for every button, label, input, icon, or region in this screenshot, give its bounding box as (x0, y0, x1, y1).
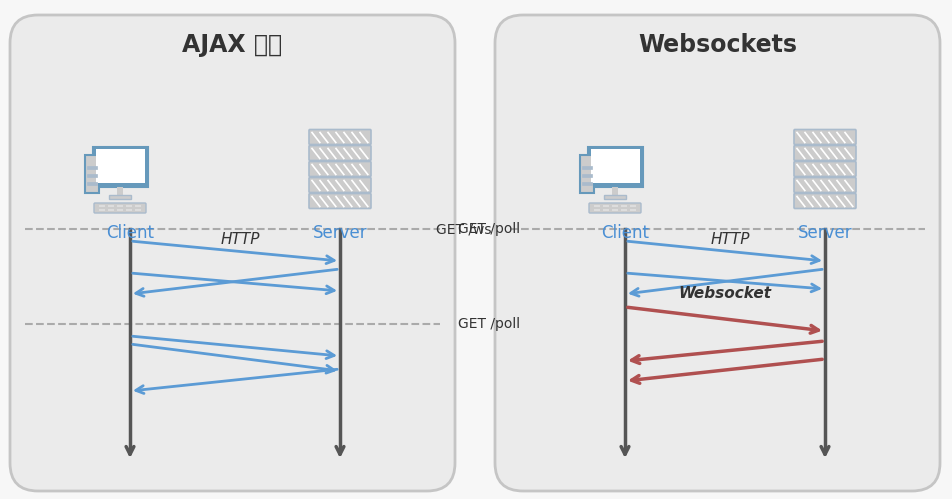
Text: GET /poll: GET /poll (458, 222, 520, 236)
Bar (108, 205, 114, 207)
Text: Client: Client (601, 224, 649, 242)
Bar (630, 205, 636, 207)
Bar (117, 205, 123, 207)
Bar (594, 209, 600, 211)
Bar (594, 205, 600, 207)
FancyBboxPatch shape (794, 178, 856, 193)
Bar (87, 174, 97, 177)
Bar (87, 182, 97, 185)
Bar (99, 205, 105, 207)
FancyBboxPatch shape (309, 194, 371, 209)
Text: AJAX 轮询: AJAX 轮询 (183, 33, 283, 57)
Bar (95, 149, 145, 183)
Bar (99, 209, 105, 211)
FancyBboxPatch shape (495, 15, 940, 491)
FancyBboxPatch shape (309, 146, 371, 161)
FancyBboxPatch shape (309, 130, 371, 145)
Bar (587, 147, 643, 187)
FancyBboxPatch shape (10, 15, 455, 491)
Bar (109, 195, 131, 199)
Bar (92, 147, 148, 187)
Text: Client: Client (106, 224, 154, 242)
Bar (108, 209, 114, 211)
FancyBboxPatch shape (589, 203, 641, 213)
Bar (612, 209, 618, 211)
Bar (603, 209, 609, 211)
Bar (621, 209, 627, 211)
Bar (590, 149, 640, 183)
Text: Server: Server (798, 224, 852, 242)
Text: Websocket: Websocket (679, 286, 771, 301)
Text: Websockets: Websockets (638, 33, 797, 57)
Text: Server: Server (312, 224, 367, 242)
Bar (612, 205, 618, 207)
Text: HTTP: HTTP (710, 232, 750, 247)
Bar (117, 209, 123, 211)
Text: HTTP: HTTP (220, 232, 260, 247)
FancyBboxPatch shape (794, 162, 856, 177)
Bar (87, 166, 97, 169)
Bar (582, 174, 592, 177)
Bar (582, 182, 592, 185)
Text: GET /ws: GET /ws (437, 222, 492, 236)
FancyBboxPatch shape (794, 194, 856, 209)
FancyBboxPatch shape (309, 162, 371, 177)
Bar (126, 209, 132, 211)
Bar (135, 205, 141, 207)
FancyBboxPatch shape (309, 178, 371, 193)
Bar (126, 205, 132, 207)
Bar (582, 166, 592, 169)
Bar (612, 187, 618, 195)
Text: GET /poll: GET /poll (458, 317, 520, 331)
Bar (580, 155, 594, 193)
FancyBboxPatch shape (94, 203, 146, 213)
Bar (630, 209, 636, 211)
Bar (604, 195, 626, 199)
Bar (85, 155, 99, 193)
Bar (135, 209, 141, 211)
Bar (603, 205, 609, 207)
Bar (117, 187, 123, 195)
Bar (621, 205, 627, 207)
FancyBboxPatch shape (794, 130, 856, 145)
FancyBboxPatch shape (794, 146, 856, 161)
